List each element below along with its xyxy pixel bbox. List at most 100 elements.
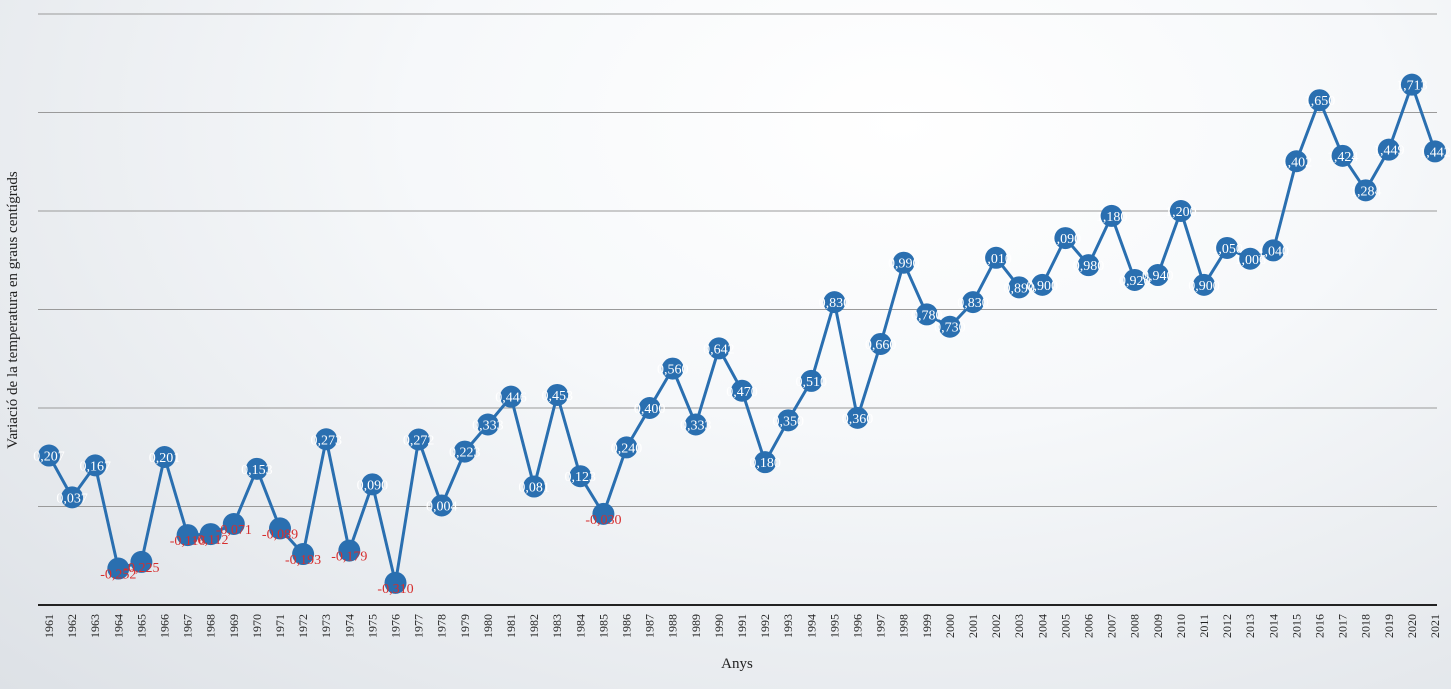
data-label: 0,273 (310, 433, 342, 448)
data-point (523, 475, 546, 498)
data-point (1377, 138, 1400, 161)
x-tick-label: 1986 (620, 614, 634, 638)
data-point (985, 246, 1008, 269)
data-label: -0,252 (100, 568, 136, 583)
x-tick-label: 1995 (827, 614, 841, 638)
data-point (684, 413, 707, 436)
x-tick-label: 1998 (897, 614, 911, 638)
x-tick-label: 2003 (1012, 614, 1026, 638)
data-label: 0,940 (1142, 269, 1174, 284)
data-point (176, 524, 199, 547)
x-tick-label: 2004 (1035, 614, 1049, 638)
data-point (1169, 200, 1192, 222)
data-point (938, 315, 961, 338)
x-tick-label: 1967 (181, 614, 195, 638)
data-label: 0,090 (357, 478, 389, 493)
data-label: 1,713 (1396, 79, 1428, 94)
x-tick-label: 2007 (1105, 614, 1119, 638)
data-label: 0,223 (449, 446, 481, 461)
data-point (38, 444, 60, 467)
data-label: 0,980 (1073, 259, 1105, 274)
x-tick-label: 2012 (1220, 614, 1234, 638)
x-tick-label: 2002 (989, 614, 1003, 638)
data-point (869, 332, 892, 355)
data-label: 0,453 (541, 389, 573, 404)
data-point (638, 397, 661, 419)
data-point (1262, 239, 1285, 262)
data-label: 0,446 (495, 391, 527, 406)
data-label: 1,200 (1165, 205, 1197, 220)
data-point (1123, 268, 1146, 291)
data-point (407, 428, 430, 451)
data-label: -0,071 (216, 523, 252, 538)
data-point (245, 457, 268, 480)
data-label: 1,442 (1419, 145, 1451, 160)
x-tick-label: 2001 (966, 614, 980, 638)
x-tick-label: 1968 (204, 614, 218, 638)
x-tick-label: 1980 (481, 614, 495, 638)
data-label: -0,310 (377, 582, 413, 597)
x-tick-label: 1984 (573, 614, 587, 638)
x-tick-label: 1983 (550, 614, 564, 638)
x-tick-label: 1977 (412, 614, 426, 638)
x-tick-label: 1993 (781, 614, 795, 638)
x-tick-label: 1972 (296, 614, 310, 638)
series-line (47, 83, 1437, 585)
data-point (222, 512, 245, 535)
data-label: 1,650 (1304, 94, 1336, 109)
x-tick-label: 1973 (319, 614, 333, 638)
data-label: -0,112 (193, 533, 229, 548)
data-point (777, 409, 800, 432)
x-tick-label: 2011 (1197, 614, 1211, 638)
data-label: 0,272 (403, 434, 435, 449)
data-label: 0,830 (819, 296, 851, 311)
x-tick-label: 2016 (1313, 614, 1327, 638)
data-label: 1,180 (1096, 210, 1128, 225)
data-label: 1,040 (1258, 244, 1290, 259)
x-tick-label: 1974 (342, 614, 356, 638)
data-label: 1,090 (1050, 232, 1082, 247)
data-point (592, 502, 615, 525)
x-tick-label: 1988 (666, 614, 680, 638)
data-label: 1,006 (1234, 253, 1266, 268)
data-label: 0,900 (1188, 279, 1220, 294)
x-tick-label: 2017 (1336, 614, 1350, 638)
x-tick-label: 2014 (1266, 614, 1280, 638)
x-tick-label: 1965 (134, 614, 148, 638)
x-tick-label: 2021 (1428, 614, 1442, 638)
data-point (130, 550, 153, 573)
data-point (754, 451, 777, 474)
x-tick-label: 1961 (42, 614, 56, 638)
data-point (1308, 89, 1331, 112)
x-tick-label: 1996 (851, 614, 865, 638)
x-tick-labels: 1961 1962 1963 1964 1965 1966 1967 1968 1969 1970… (42, 614, 1442, 638)
data-label: 0,123 (565, 470, 597, 485)
data-point (1424, 140, 1446, 163)
data-point (338, 539, 361, 562)
data-label: 1,050 (1211, 242, 1243, 257)
x-tick-label: 1991 (735, 614, 749, 638)
data-label: 0,081 (518, 481, 550, 496)
data-label: 0,920 (1119, 274, 1151, 289)
data-label: 0,560 (657, 363, 689, 378)
data-label: 1,402 (1281, 155, 1313, 170)
data-point (1008, 276, 1031, 299)
data-point (546, 383, 569, 406)
y-axis-title: Variació de la temperatura en graus cent… (5, 171, 21, 449)
data-label: -0,116 (170, 534, 206, 549)
data-label: 0,900 (1027, 279, 1059, 294)
x-tick-label: 1989 (689, 614, 703, 638)
grid-lines (38, 13, 1437, 507)
data-point (1285, 150, 1308, 173)
x-tick-label: 1962 (65, 614, 79, 638)
data-label: 0,360 (842, 412, 874, 427)
x-tick-label: 1966 (158, 614, 172, 638)
data-label: 1,424 (1327, 150, 1359, 165)
data-label: 0,201 (149, 451, 181, 466)
data-label: 0,333 (680, 418, 712, 433)
x-tick-label: 1963 (88, 614, 102, 638)
data-point (731, 379, 753, 402)
data-point (707, 337, 730, 360)
data-label: 0,240 (611, 441, 643, 456)
data-point (800, 369, 823, 392)
